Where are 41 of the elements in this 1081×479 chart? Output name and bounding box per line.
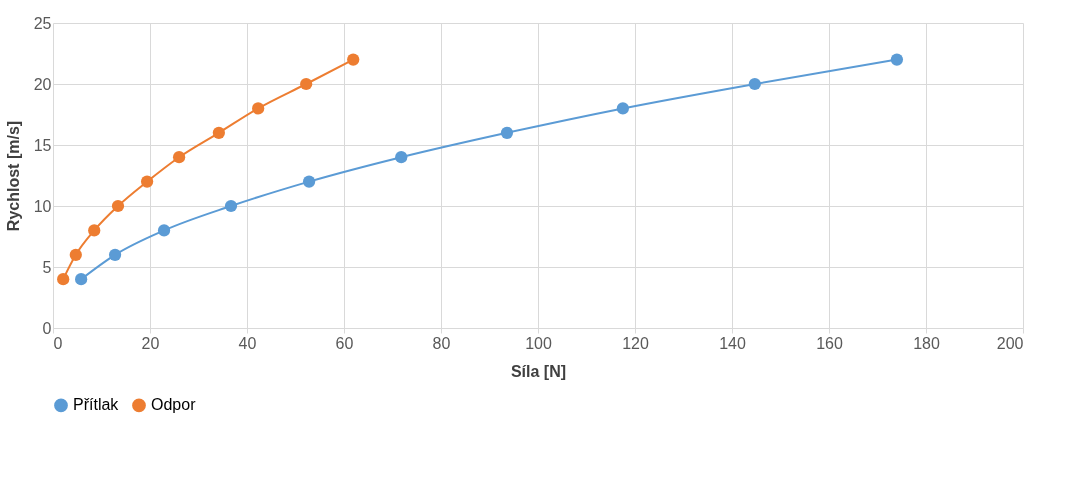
point: [75, 273, 88, 286]
x-tick-label: 160: [816, 334, 843, 352]
x-tick-label: 80: [432, 334, 451, 352]
point: [157, 224, 171, 237]
point: [224, 199, 238, 213]
legend-label: Přítlak: [73, 396, 120, 414]
point: [347, 53, 360, 66]
y-tick-label: 10: [33, 197, 52, 215]
y-tick-label: 5: [42, 258, 52, 276]
point: [212, 126, 225, 139]
point: [500, 126, 514, 139]
x-tick-label: 140: [719, 334, 746, 352]
point: [616, 102, 629, 115]
point: [88, 224, 101, 237]
x-tick-label: 200: [996, 334, 1024, 352]
y-tick-label: 0: [42, 319, 52, 337]
point: [302, 175, 316, 188]
point: [252, 102, 265, 115]
legend-label: Odpor: [151, 396, 197, 414]
x-tick-label: 100: [525, 334, 552, 352]
y-tick-label: 15: [33, 136, 52, 154]
point: [300, 77, 313, 91]
point: [748, 77, 761, 91]
x-tick-label: 20: [141, 334, 160, 352]
point: [395, 151, 408, 164]
point: [57, 273, 70, 286]
point: [108, 248, 122, 261]
x-tick-label: 40: [238, 334, 257, 352]
x-axis-title: Síla [N]: [510, 362, 567, 380]
x-tick-label: 60: [335, 334, 354, 352]
y-axis-title: Rychlost [m/s]: [4, 120, 22, 232]
point: [890, 53, 904, 66]
x-tick-label: 120: [622, 334, 649, 352]
point: [69, 248, 82, 261]
y-tick-label: 20: [33, 75, 52, 93]
point: [111, 199, 125, 213]
point: [140, 175, 154, 188]
point: [172, 151, 186, 164]
y-tick-label: 25: [33, 14, 52, 32]
x-tick-label: 0: [53, 334, 63, 352]
x-tick-label: 180: [913, 334, 940, 352]
